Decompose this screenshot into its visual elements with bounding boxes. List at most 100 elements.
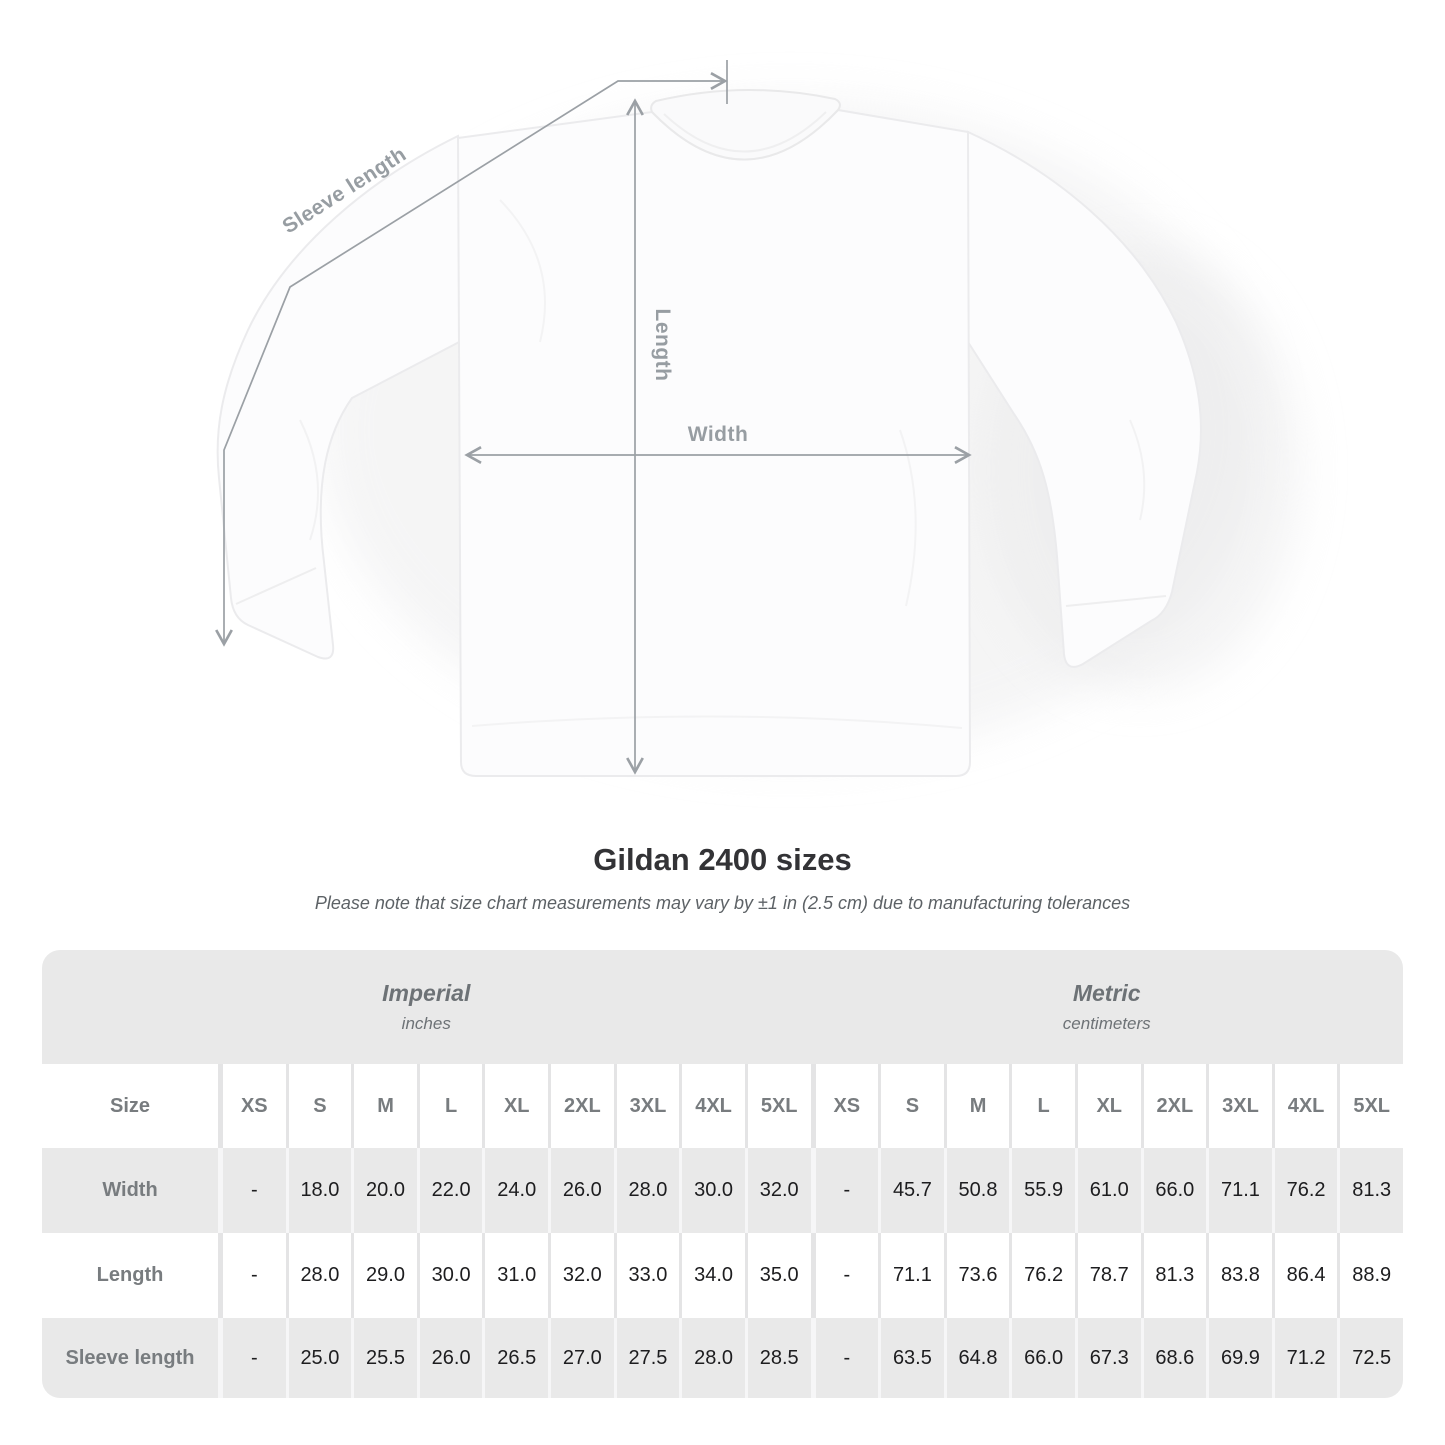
metric-title: Metric [1072,980,1141,1006]
size-column-header: 5XL [1337,1064,1403,1148]
right-sleeve [967,130,1202,668]
value-cell: 45.7 [878,1148,944,1233]
value-cell: 28.0 [613,1148,680,1233]
value-cell: 28.0 [679,1318,745,1398]
value-cell: 68.6 [1140,1318,1207,1398]
value-cell: 72.5 [1337,1318,1403,1398]
value-cell: 78.7 [1074,1233,1141,1318]
value-cell: 63.5 [878,1318,944,1398]
value-cell: 81.3 [1337,1148,1403,1233]
value-cell: 67.3 [1074,1318,1141,1398]
value-cell: 66.0 [1009,1318,1075,1398]
size-column-header: XS [240,1094,268,1117]
size-column-header: 2XL [1140,1064,1207,1148]
imperial-subtitle: inches [401,1014,451,1033]
sleeve-imperial-values: - 25.0 25.5 26.0 26.5 27.0 27.5 28.0 28.5 [218,1318,811,1398]
value-cell: 86.4 [1271,1233,1338,1318]
right-sleeve-wrinkle [1129,419,1146,521]
value-cell: 61.0 [1074,1148,1141,1233]
value-cell: 30.0 [679,1148,745,1233]
value-cell: 29.0 [351,1233,417,1318]
value-cell: 32.0 [744,1148,811,1233]
value-cell: 66.0 [1140,1148,1207,1233]
unit-header-band: Imperial inches Metric centimeters [42,950,1403,1064]
value-cell: - [250,1179,258,1201]
value-cell: 31.0 [482,1233,548,1318]
value-cell: 20.0 [351,1148,417,1233]
value-cell: - [843,1179,851,1201]
value-cell: 71.2 [1271,1318,1338,1398]
value-cell: - [250,1346,258,1369]
size-column-header: XL [482,1064,548,1148]
value-cell: 28.5 [744,1318,811,1398]
value-cell: 50.8 [943,1148,1010,1233]
size-column-header: 3XL [1206,1064,1272,1148]
value-cell: 28.0 [285,1233,352,1318]
value-cell: 71.1 [1206,1148,1272,1233]
tolerance-note: Please note that size chart measurements… [314,893,1131,913]
width-imperial-values: - 18.0 20.0 22.0 24.0 26.0 28.0 30.0 32.0 [218,1148,811,1233]
size-column-header: 4XL [679,1064,745,1148]
size-chart-table: Imperial inches Metric centimeters Size … [42,950,1403,1398]
value-cell: 69.9 [1206,1318,1272,1398]
size-column-header: S [285,1064,352,1148]
size-column-header: XL [1074,1064,1141,1148]
imperial-header: Imperial inches [42,950,811,1064]
size-column-header: 5XL [744,1064,811,1148]
length-imperial-values: - 28.0 29.0 30.0 31.0 32.0 33.0 34.0 35.0 [218,1233,811,1318]
length-row: Length - 28.0 29.0 30.0 31.0 32.0 33.0 34.0 35.0… [42,1233,1403,1318]
value-cell: 73.6 [943,1233,1010,1318]
value-cell: 55.9 [1009,1148,1075,1233]
size-header-row: Size XS S M L XL 2XL 3XL 4XL 5XL XS S M L XL 2XL 3XL 4X… [42,1064,1403,1148]
size-column-header: 4XL [1271,1064,1338,1148]
value-cell: 32.0 [548,1233,614,1318]
length-metric-values: - 71.1 73.6 76.2 78.7 81.3 83.8 86.4 88.9 [810,1233,1404,1318]
value-cell: 33.0 [613,1233,680,1318]
value-cell: - [250,1264,258,1286]
row-label: Sleeve length [65,1346,195,1369]
value-cell: 27.5 [613,1318,680,1398]
width-row: Width -18.0 20.0 22.0 24.0 26.0 28.0 30.0 32.0 … [42,1148,1403,1233]
size-header-label: Size [109,1094,151,1117]
size-column-header: S [878,1064,944,1148]
value-cell: 34.0 [679,1233,745,1318]
width-label: Width [688,423,749,446]
value-cell: 76.2 [1009,1233,1075,1318]
metric-header: Metric centimeters [811,950,1403,1064]
metric-subtitle: centimeters [1062,1014,1151,1033]
width-metric-values: - 45.7 50.8 55.9 61.0 66.0 71.1 76.2 81.3 [810,1148,1404,1233]
value-cell: 88.9 [1337,1233,1403,1318]
value-cell: 35.0 [744,1233,811,1318]
value-cell: 18.0 [285,1148,352,1233]
shirt-measurement-diagram: Sleeve length Length Width [215,60,1300,777]
value-cell: 22.0 [416,1148,483,1233]
value-cell: 26.0 [548,1148,614,1233]
value-cell: 76.2 [1271,1148,1338,1233]
size-column-header: M [943,1064,1010,1148]
size-column-header: L [1009,1064,1075,1148]
length-label: Length [651,309,674,382]
size-column-header: 3XL [613,1064,680,1148]
value-cell: 30.0 [416,1233,483,1318]
hem-wrinkle [471,715,963,729]
value-cell: 81.3 [1140,1233,1207,1318]
row-label: Length [96,1264,164,1286]
row-label: Width [102,1179,158,1201]
value-cell: 26.5 [482,1318,548,1398]
sleeve-metric-values: - 63.5 64.8 66.0 67.3 68.6 69.9 71.2 72.5 [810,1318,1404,1398]
imperial-title: Imperial [382,980,471,1006]
value-cell: 71.1 [878,1233,944,1318]
value-cell: 25.5 [351,1318,417,1398]
size-column-header: L [416,1064,483,1148]
imperial-size-headers: XS S M L XL 2XL 3XL 4XL 5XL [218,1064,811,1148]
size-column-header: M [351,1064,417,1148]
size-column-header: XS [833,1094,861,1117]
size-column-header: 2XL [548,1064,614,1148]
metric-size-headers: XS S M L XL 2XL 3XL 4XL 5XL [810,1064,1404,1148]
value-cell: 83.8 [1206,1233,1272,1318]
page-title: Gildan 2400 sizes [593,842,852,877]
value-cell: - [843,1264,851,1286]
value-cell: 27.0 [548,1318,614,1398]
value-cell: 25.0 [285,1318,352,1398]
value-cell: - [843,1346,851,1369]
